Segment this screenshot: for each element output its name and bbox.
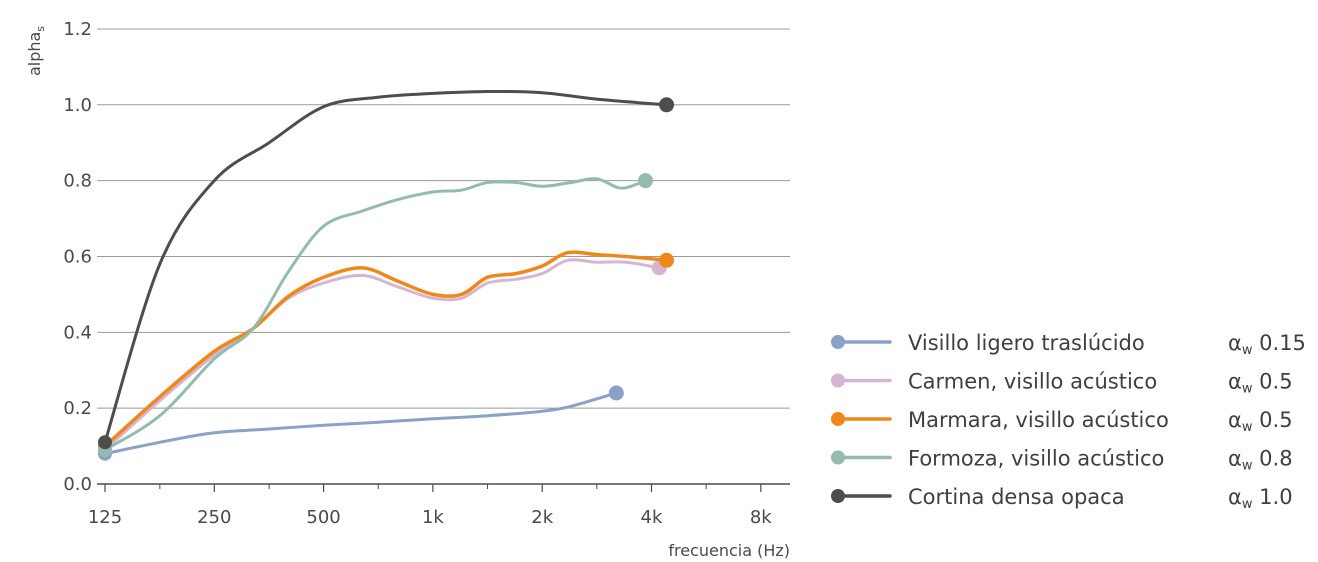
- series-line: [103, 177, 647, 452]
- legend-item: Visillo ligero traslúcido αw 0.15: [831, 331, 1306, 358]
- x-tick-label: 250: [197, 507, 231, 528]
- legend-rating: αw 0.5: [1228, 408, 1293, 435]
- legend-marker: [831, 450, 845, 465]
- x-axis-label: frecuencia (Hz): [668, 541, 790, 560]
- legend-marker: [831, 412, 845, 426]
- legend-item: Cortina densa opaca αw 1.0: [831, 485, 1293, 512]
- x-tick-label: 2k: [531, 507, 553, 528]
- legend-label: Cortina densa opaca: [908, 485, 1125, 509]
- series-line: [103, 250, 669, 448]
- legend-item: Formoza, visillo acústico αw 0.8: [831, 447, 1293, 474]
- legend-marker: [831, 373, 845, 388]
- legend-rating: αw 0.8: [1228, 447, 1293, 474]
- y-axis-tick-labels: 0.0 0.2 0.4 0.6 0.8 1.0 1.2: [63, 19, 92, 495]
- x-tick-label: 8k: [750, 507, 772, 528]
- series-end-point: [608, 385, 624, 401]
- y-tick-label: 0.0: [63, 474, 92, 495]
- x-tick-label: 500: [306, 507, 340, 528]
- y-axis-label: alphas: [25, 26, 47, 76]
- legend: Visillo ligero traslúcido αw 0.15 Carmen, …: [831, 331, 1306, 512]
- legend-rating: αw 0.5: [1228, 370, 1293, 397]
- y-axis-label-subscript: s: [34, 26, 47, 32]
- legend-label: Visillo ligero traslúcido: [908, 331, 1145, 355]
- x-tick-label: 125: [88, 507, 122, 528]
- x-tick-label: 1k: [422, 507, 444, 528]
- series-line: [103, 89, 668, 444]
- legend-marker: [831, 489, 845, 503]
- y-tick-label: 0.2: [63, 398, 92, 419]
- y-tick-label: 0.4: [63, 322, 92, 343]
- x-axis-tick-labels: 125 250 500 1k 2k 4k 8k: [88, 507, 772, 528]
- grid-lines: [97, 28, 790, 409]
- y-tick-label: 1.0: [63, 95, 92, 116]
- series-end-point: [659, 252, 675, 268]
- y-tick-label: 0.8: [63, 171, 92, 192]
- legend-label: Carmen, visillo acústico: [908, 370, 1157, 394]
- series-line: [103, 391, 618, 456]
- series-start-point: [98, 435, 112, 450]
- legend-label: Marmara, visillo acústico: [908, 408, 1169, 432]
- legend-item: Carmen, visillo acústico αw 0.5: [831, 370, 1293, 397]
- series-lines: [98, 89, 675, 461]
- legend-marker: [831, 335, 845, 349]
- legend-label: Formoza, visillo acústico: [908, 447, 1164, 471]
- legend-rating: αw 0.15: [1228, 331, 1306, 358]
- legend-item: Marmara, visillo acústico αw 0.5: [831, 408, 1293, 435]
- series-end-point: [637, 173, 653, 189]
- x-tick-label: 4k: [641, 507, 663, 528]
- y-tick-label: 1.2: [63, 19, 92, 40]
- y-tick-label: 0.6: [63, 246, 92, 267]
- legend-rating: αw 1.0: [1228, 485, 1293, 512]
- x-axis: [97, 483, 790, 492]
- y-axis-label-text: alpha: [25, 32, 44, 76]
- series-end-point: [659, 97, 675, 113]
